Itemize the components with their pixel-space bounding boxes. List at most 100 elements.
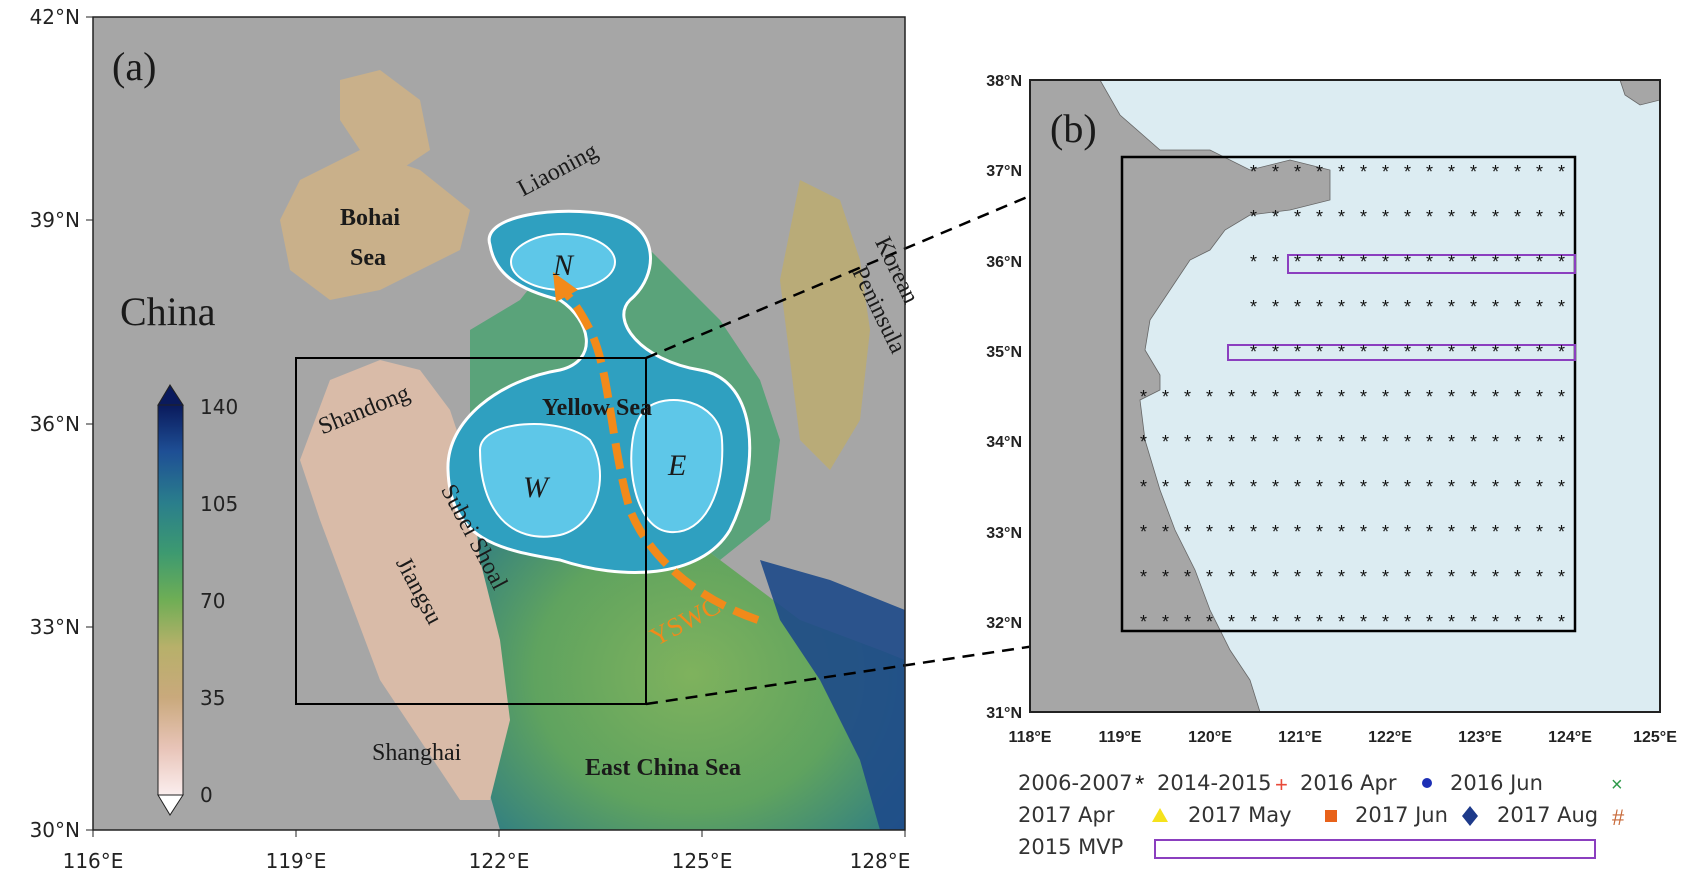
lat-label-42: 42°N <box>30 5 80 29</box>
b-lat-35: 35°N <box>986 344 1022 361</box>
station-marker: * <box>1448 477 1455 497</box>
station-marker: * <box>1360 477 1367 497</box>
legend-label-2017-apr: 2017 Apr <box>1018 803 1115 827</box>
station-marker: * <box>1162 567 1169 587</box>
station-marker: * <box>1382 297 1389 317</box>
legend-label-2017-aug: 2017 Aug <box>1497 803 1598 827</box>
station-marker: * <box>1140 522 1147 542</box>
station-marker: * <box>1470 612 1477 632</box>
station-marker: * <box>1514 567 1521 587</box>
station-marker: * <box>1316 522 1323 542</box>
station-marker: * <box>1338 252 1345 272</box>
b-lon-121: 121°E <box>1278 729 1322 746</box>
station-marker: * <box>1338 432 1345 452</box>
station-marker: * <box>1184 567 1191 587</box>
station-marker: * <box>1558 207 1565 227</box>
station-marker: * <box>1250 477 1257 497</box>
station-marker: * <box>1404 387 1411 407</box>
station-marker: * <box>1272 387 1279 407</box>
station-marker: * <box>1536 162 1543 182</box>
lon-label-122: 122°E <box>469 849 530 873</box>
station-marker: * <box>1294 387 1301 407</box>
station-marker: * <box>1426 297 1433 317</box>
station-marker: * <box>1492 297 1499 317</box>
station-marker: * <box>1514 162 1521 182</box>
station-marker: * <box>1360 207 1367 227</box>
station-marker: * <box>1558 612 1565 632</box>
legend-label-2014-2015: 2014-2015 <box>1157 771 1271 795</box>
station-marker: * <box>1558 297 1565 317</box>
station-marker: * <box>1536 567 1543 587</box>
station-marker: * <box>1338 342 1345 362</box>
b-lon-118: 118°E <box>1009 729 1052 746</box>
b-lon-124: 124°E <box>1548 729 1592 746</box>
station-marker: * <box>1140 612 1147 632</box>
station-marker: * <box>1316 252 1323 272</box>
station-marker: * <box>1228 522 1235 542</box>
station-marker: * <box>1228 567 1235 587</box>
mvp-transect-35n <box>1227 344 1576 361</box>
label-gyre-n: N <box>552 249 575 282</box>
mvp-transect-36n <box>1287 254 1576 274</box>
colorbar-tick-70: 70 <box>200 589 225 613</box>
station-marker: * <box>1272 522 1279 542</box>
colorbar-bottom-triangle <box>157 794 184 816</box>
station-marker: * <box>1426 162 1433 182</box>
station-marker: * <box>1250 522 1257 542</box>
station-marker: * <box>1294 477 1301 497</box>
lat-label-39: 39°N <box>30 208 80 232</box>
station-marker: * <box>1404 342 1411 362</box>
station-marker: * <box>1184 432 1191 452</box>
station-marker: * <box>1184 387 1191 407</box>
station-marker: * <box>1294 297 1301 317</box>
station-marker: * <box>1404 297 1411 317</box>
station-marker: * <box>1316 207 1323 227</box>
station-marker: * <box>1206 567 1213 587</box>
station-marker: * <box>1404 162 1411 182</box>
station-marker: * <box>1382 612 1389 632</box>
station-marker: * <box>1338 387 1345 407</box>
zoom-rectangle <box>295 357 647 705</box>
b-lon-119: 119°E <box>1099 729 1142 746</box>
station-marker: * <box>1382 432 1389 452</box>
lon-label-125: 125°E <box>672 849 733 873</box>
liaodong-bay-water <box>340 70 430 170</box>
station-marker: * <box>1470 477 1477 497</box>
station-marker: * <box>1250 612 1257 632</box>
b-lat-32: 32°N <box>986 615 1022 632</box>
panel-b-frame <box>1029 79 1661 713</box>
colorbar-body <box>157 404 184 796</box>
station-marker: * <box>1448 432 1455 452</box>
station-marker: * <box>1492 252 1499 272</box>
panel-a-label: (a) <box>112 44 156 89</box>
station-marker: * <box>1316 612 1323 632</box>
panel-a-lat-ticks: 42°N 39°N 36°N 33°N 30°N <box>30 5 93 842</box>
station-marker: * <box>1382 207 1389 227</box>
station-marker: * <box>1206 522 1213 542</box>
yswc-arrow-path <box>561 289 760 624</box>
station-marker: * <box>1470 432 1477 452</box>
colorbar-tick-35: 35 <box>200 686 225 710</box>
station-marker: * <box>1338 522 1345 542</box>
depth-colorbar: 140 105 70 35 0 <box>157 384 238 816</box>
legend-label-2017-may: 2017 May <box>1188 803 1292 827</box>
station-marker: * <box>1316 567 1323 587</box>
station-marker: * <box>1404 612 1411 632</box>
legend-mvp-rect-icon <box>1154 839 1596 859</box>
station-marker: * <box>1558 522 1565 542</box>
legend-label-2015-mvp: 2015 MVP <box>1018 835 1123 859</box>
b-lat-38: 38°N <box>986 73 1022 90</box>
station-marker: * <box>1250 432 1257 452</box>
station-marker: * <box>1426 567 1433 587</box>
yswc-arrowhead <box>553 272 578 302</box>
station-marker: * <box>1492 387 1499 407</box>
station-marker: * <box>1536 612 1543 632</box>
colorbar-tick-140: 140 <box>200 395 238 419</box>
station-marker: * <box>1140 477 1147 497</box>
station-marker: * <box>1536 522 1543 542</box>
panel-a-lon-ticks: 116°E 119°E 122°E 125°E 128°E <box>63 830 910 873</box>
lon-label-116: 116°E <box>63 849 124 873</box>
station-marker: * <box>1492 522 1499 542</box>
station-marker: * <box>1338 207 1345 227</box>
station-marker: * <box>1162 612 1169 632</box>
